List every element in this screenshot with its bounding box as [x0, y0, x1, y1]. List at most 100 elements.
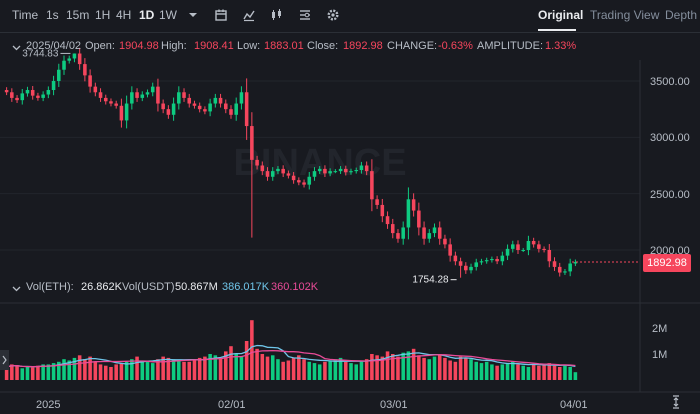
candle-body: [156, 86, 160, 104]
candle-body: [338, 168, 343, 172]
interval-1s[interactable]: 1s: [46, 8, 59, 22]
volume-bar: [10, 364, 14, 380]
interval-15m[interactable]: 15m: [66, 8, 90, 22]
candle-body: [182, 92, 186, 98]
candle-body: [197, 105, 202, 110]
volume-bar: [20, 368, 25, 380]
candle-body: [390, 224, 395, 234]
layout-icon[interactable]: [298, 8, 312, 22]
volume-bar: [375, 355, 379, 380]
candle-body: [265, 171, 270, 177]
volume-bar: [229, 346, 233, 380]
volume-bar: [364, 359, 369, 380]
volume-bar: [406, 351, 411, 380]
volume-bar: [281, 361, 285, 380]
candle-body: [177, 92, 181, 104]
volume-bar: [67, 360, 72, 380]
volume-bar: [354, 364, 359, 380]
candle-body: [333, 171, 338, 173]
candle-body: [208, 103, 212, 112]
volume-bar: [563, 365, 567, 380]
candlestick-chart[interactable]: BINANCE 3744.83 1754.28: [0, 32, 700, 414]
interval-1h[interactable]: 1H: [95, 8, 111, 22]
volume-bar: [422, 357, 426, 380]
volume-bar: [432, 356, 437, 380]
candle-body: [568, 263, 572, 272]
chevron-down-icon[interactable]: [12, 284, 21, 293]
volume-bar: [265, 356, 270, 380]
volume-bar: [307, 361, 312, 380]
change-value: -0.63%: [438, 40, 473, 52]
volume-bar: [510, 361, 515, 380]
annotations-group: 3744.83 1754.28: [22, 48, 457, 286]
candle-body: [145, 92, 150, 95]
candle-body: [119, 105, 124, 121]
candle-body: [500, 255, 505, 262]
volume-bar: [526, 367, 531, 380]
volume-bar: [260, 354, 265, 380]
volume-bar: [203, 356, 207, 380]
candle-body: [41, 94, 45, 98]
volume-bar: [46, 364, 51, 380]
vol-ma1-value: 386.017K: [222, 281, 270, 293]
tab-depth[interactable]: Depth: [665, 8, 698, 22]
candle-body: [396, 233, 400, 239]
calendar-icon[interactable]: [214, 8, 228, 22]
volume-bar: [411, 348, 416, 380]
volume-bar: [41, 364, 45, 380]
volume-bar: [317, 364, 322, 380]
close-value: 1892.98: [343, 40, 383, 52]
volume-bar: [495, 365, 499, 380]
volume-bar: [177, 360, 181, 380]
volume-bar: [302, 359, 306, 380]
volume-bar: [98, 364, 103, 380]
candle-body: [375, 199, 379, 205]
candle-body: [260, 165, 265, 172]
scale-toggle-icon[interactable]: [673, 395, 679, 409]
volume-bar: [208, 354, 212, 380]
candle-body: [531, 240, 536, 245]
volume-bar: [370, 354, 374, 380]
volume-bar: [338, 357, 343, 380]
settings-icon[interactable]: [326, 8, 340, 22]
chevron-down-icon[interactable]: [186, 8, 200, 22]
indicator-icon[interactable]: [242, 8, 256, 22]
volume-bar: [427, 359, 432, 380]
vol-usdt-value: 50.867M: [175, 281, 218, 293]
candle-body: [417, 210, 421, 228]
candle-body: [484, 260, 489, 262]
volume-bar: [568, 367, 572, 380]
candle-body: [510, 244, 515, 249]
volume-bar: [417, 355, 421, 380]
volume-bar: [15, 365, 19, 380]
interval-1d[interactable]: 1D: [139, 8, 155, 22]
candle-body: [77, 53, 82, 65]
candle-body: [62, 60, 66, 70]
candle-body: [140, 94, 145, 98]
volume-bar: [197, 357, 202, 380]
candle-body: [166, 109, 171, 115]
volume-bar: [573, 372, 578, 380]
volume-bar: [328, 360, 332, 380]
candle-body: [479, 261, 484, 263]
candle-body: [521, 250, 525, 251]
candle-body: [150, 86, 155, 93]
candlestick-icon[interactable]: [270, 8, 284, 22]
candle-body: [291, 175, 296, 181]
tab-trading-view[interactable]: Trading View: [590, 8, 660, 22]
candle-body: [380, 204, 385, 217]
interval-1w[interactable]: 1W: [159, 8, 177, 22]
tab-original[interactable]: Original: [538, 8, 584, 22]
interval-4h[interactable]: 4H: [116, 8, 132, 22]
candle-body: [474, 262, 479, 267]
candle-body: [46, 90, 51, 95]
candle-body: [192, 103, 197, 106]
volume-ma-cyan: [6, 344, 576, 368]
chevron-down-icon[interactable]: [12, 43, 21, 52]
candle-body: [255, 159, 259, 166]
candle-body: [171, 103, 176, 115]
active-tab-underline: [538, 29, 576, 31]
amplitude-label: AMPLITUDE:: [477, 40, 544, 52]
volume-bar: [542, 364, 546, 380]
collapse-handle[interactable]: [0, 350, 9, 370]
